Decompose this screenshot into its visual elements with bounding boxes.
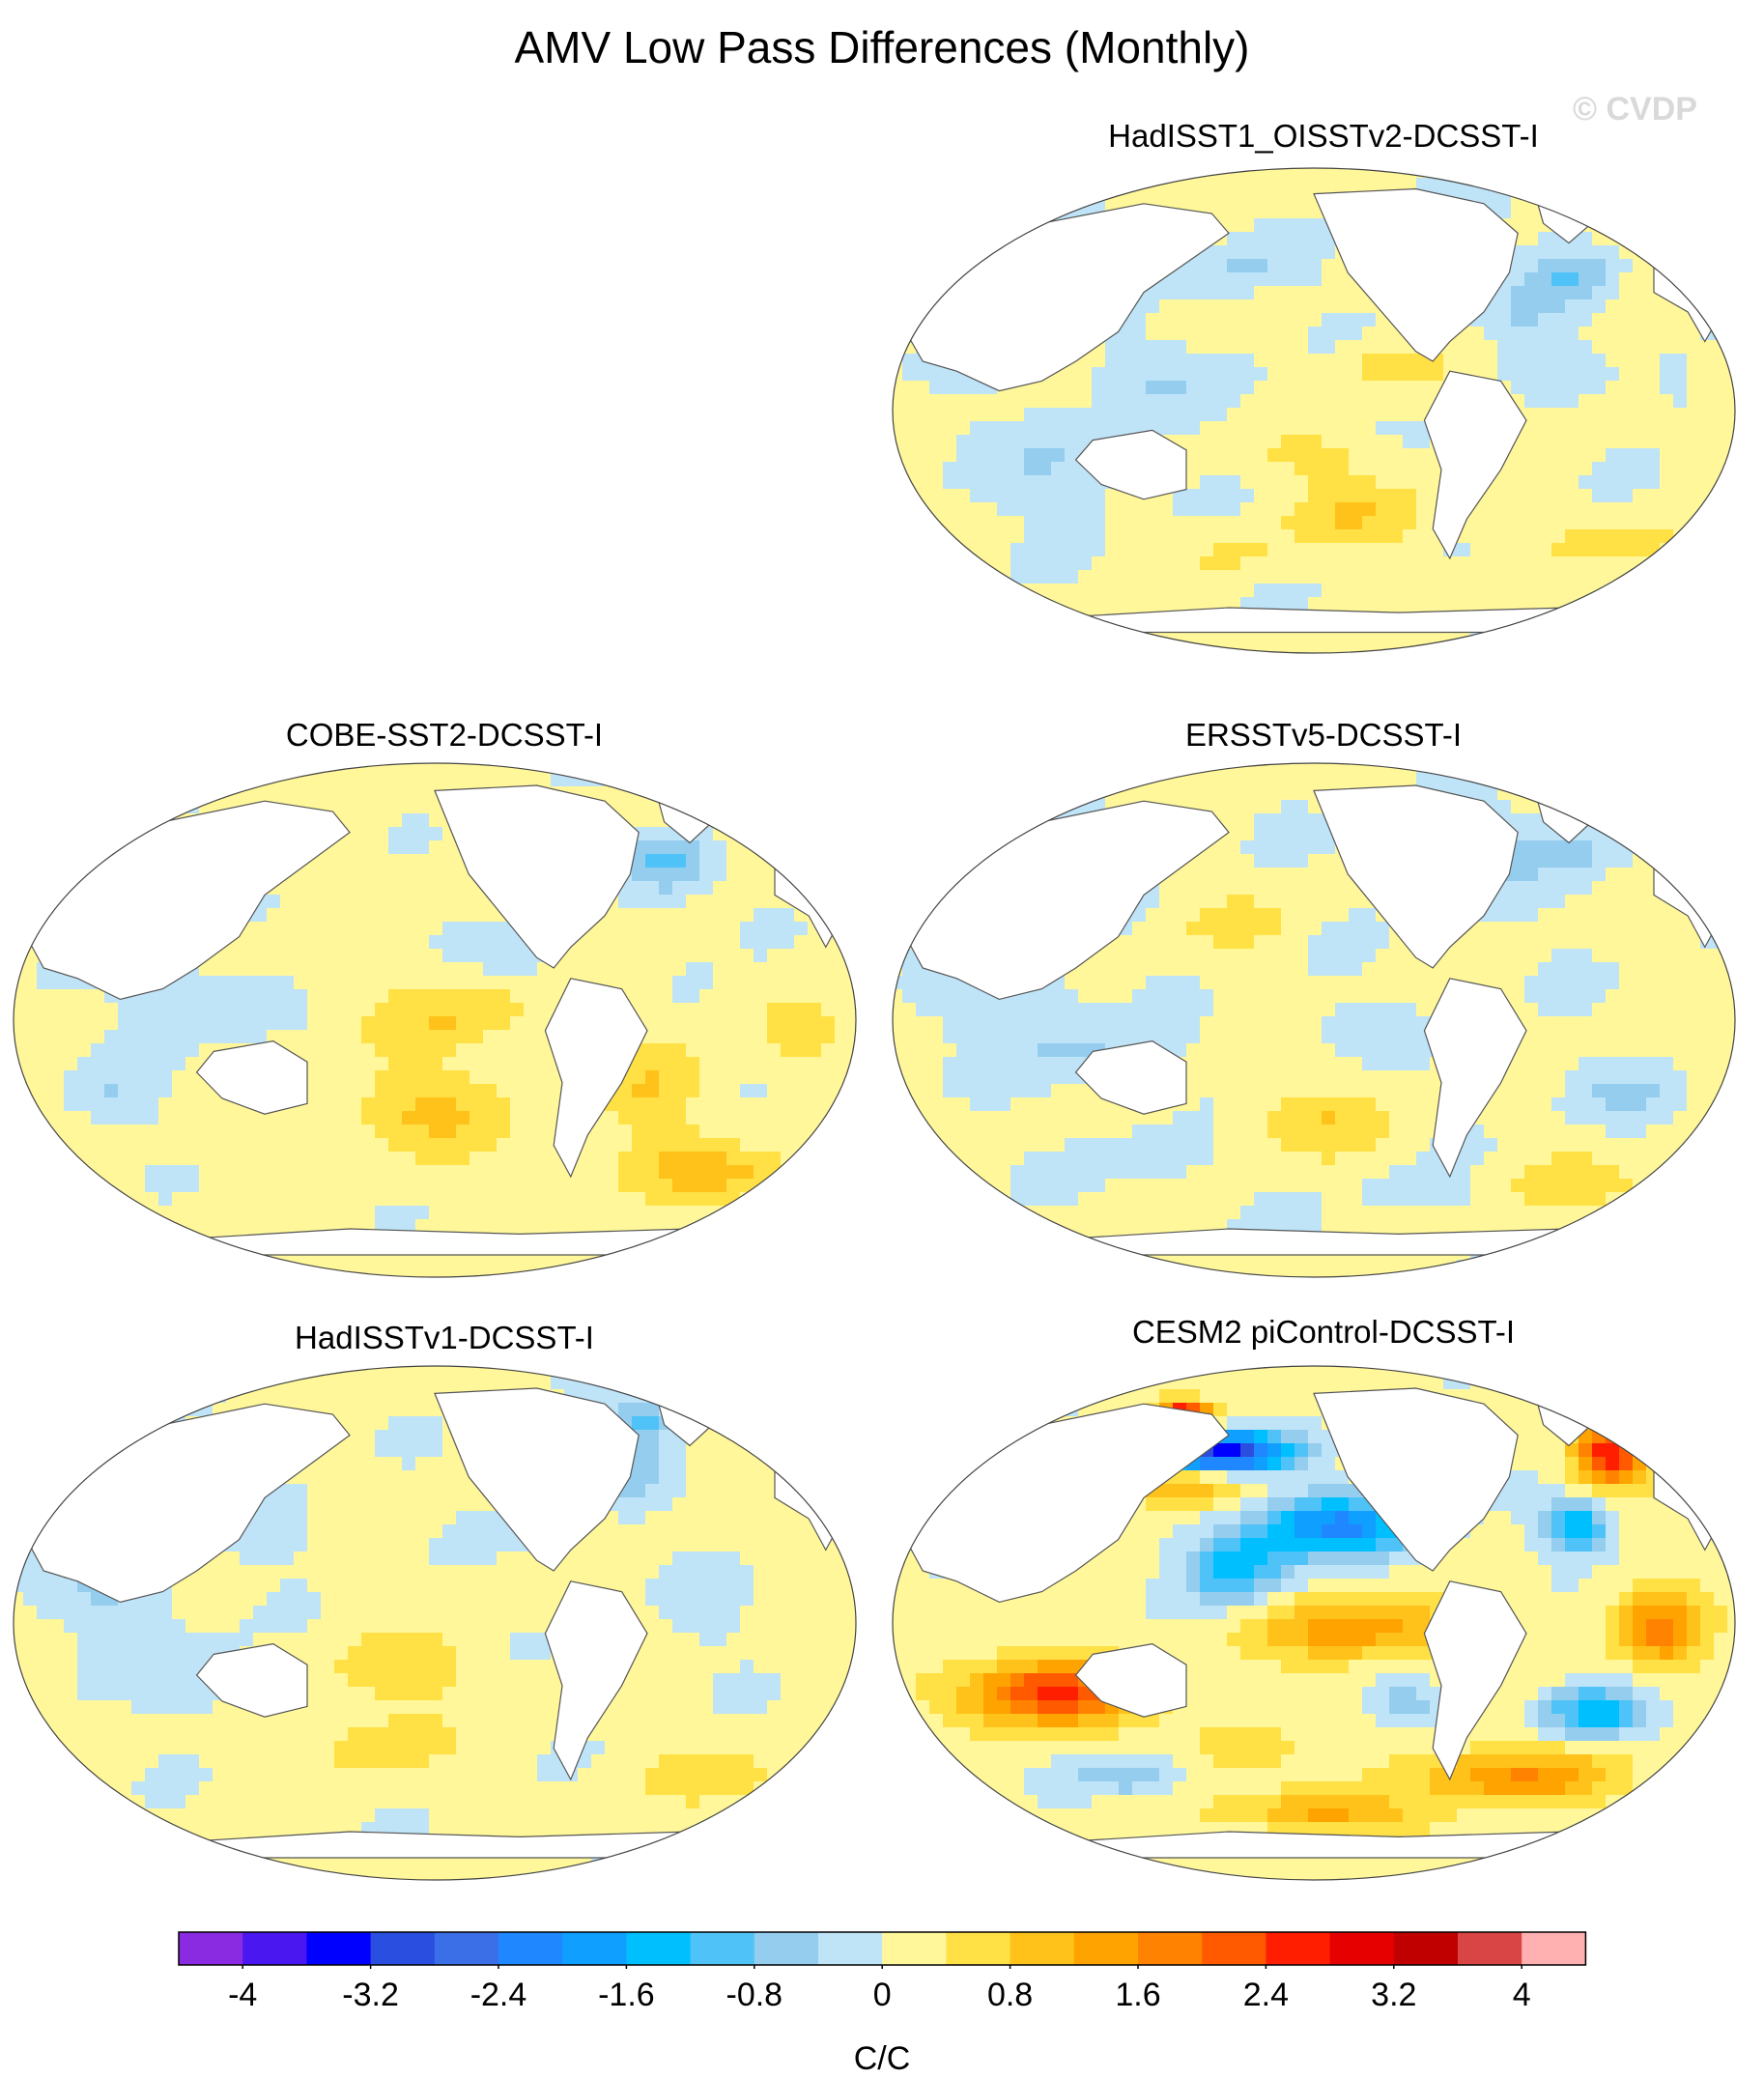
colorbar-swatch xyxy=(435,1932,499,1965)
colorbar-swatch xyxy=(1202,1932,1266,1965)
panel-title-ersstv5: ERSSTv5-DCSST-I xyxy=(889,717,1758,754)
map-panel-ersstv5 xyxy=(889,759,1739,1281)
colorbar-tick-label: -1.6 xyxy=(598,1977,655,2013)
colorbar-tick-label: -0.8 xyxy=(726,1977,783,2013)
colorbar-swatch xyxy=(242,1932,307,1965)
map-panel-cesm2-picontrol xyxy=(889,1362,1739,1884)
colorbar-swatch xyxy=(882,1932,947,1965)
colorbar-swatch xyxy=(371,1932,436,1965)
colorbar-swatch xyxy=(1394,1932,1459,1965)
page-title: AMV Low Pass Differences (Monthly) xyxy=(0,21,1764,73)
panel-title-cobe-sst2: COBE-SST2-DCSST-I xyxy=(10,717,879,754)
colorbar-swatch xyxy=(306,1932,371,1965)
colorbar-tick-label: 4 xyxy=(1513,1977,1531,2013)
map-panel-cobe-sst2 xyxy=(10,759,860,1281)
colorbar-tick-label: -2.4 xyxy=(470,1977,527,2013)
colorbar-swatch xyxy=(1330,1932,1395,1965)
colorbar-swatch xyxy=(626,1932,691,1965)
colorbar-tick-label: 1.6 xyxy=(1115,1977,1160,2013)
colorbar-tick-label: 0 xyxy=(873,1977,892,2013)
colorbar-swatch xyxy=(1010,1932,1075,1965)
map-panel-hadisstv1 xyxy=(10,1362,860,1884)
colorbar-swatch xyxy=(1266,1932,1330,1965)
colorbar-tick-label: -4 xyxy=(228,1977,257,2013)
colorbar-swatch xyxy=(1074,1932,1139,1965)
map-panel-hadisst1-oisstv2 xyxy=(889,164,1739,657)
colorbar-swatch xyxy=(1138,1932,1203,1965)
panel-title-cesm2-picontrol: CESM2 piControl-DCSST-I xyxy=(889,1314,1758,1351)
colorbar-tick-label: 3.2 xyxy=(1371,1977,1416,2013)
colorbar: -4 -3.2 -2.4 -1.6 -0.8 0 0.8 1.6 2.4 3.2 4 xyxy=(179,1932,1585,2025)
colorbar-swatch xyxy=(179,1932,243,1965)
colorbar-swatch xyxy=(754,1932,819,1965)
colorbar-swatch xyxy=(562,1932,627,1965)
panel-title-hadisstv1: HadISSTv1-DCSST-I xyxy=(10,1320,879,1356)
colorbar-swatch xyxy=(691,1932,755,1965)
colorbar-unit-label: C/C xyxy=(0,2040,1764,2078)
colorbar-swatch xyxy=(818,1932,883,1965)
colorbar-tick-label: 2.4 xyxy=(1243,1977,1289,2013)
colorbar-swatch xyxy=(1458,1932,1522,1965)
colorbar-tick-label: 0.8 xyxy=(987,1977,1033,2013)
panel-title-hadisst1-oisstv2: HadISST1_OISSTv2-DCSST-I xyxy=(889,118,1758,155)
colorbar-swatch xyxy=(498,1932,563,1965)
colorbar-swatch xyxy=(946,1932,1010,1965)
colorbar-swatch xyxy=(1522,1932,1586,1965)
colorbar-tick-label: -3.2 xyxy=(342,1977,399,2013)
